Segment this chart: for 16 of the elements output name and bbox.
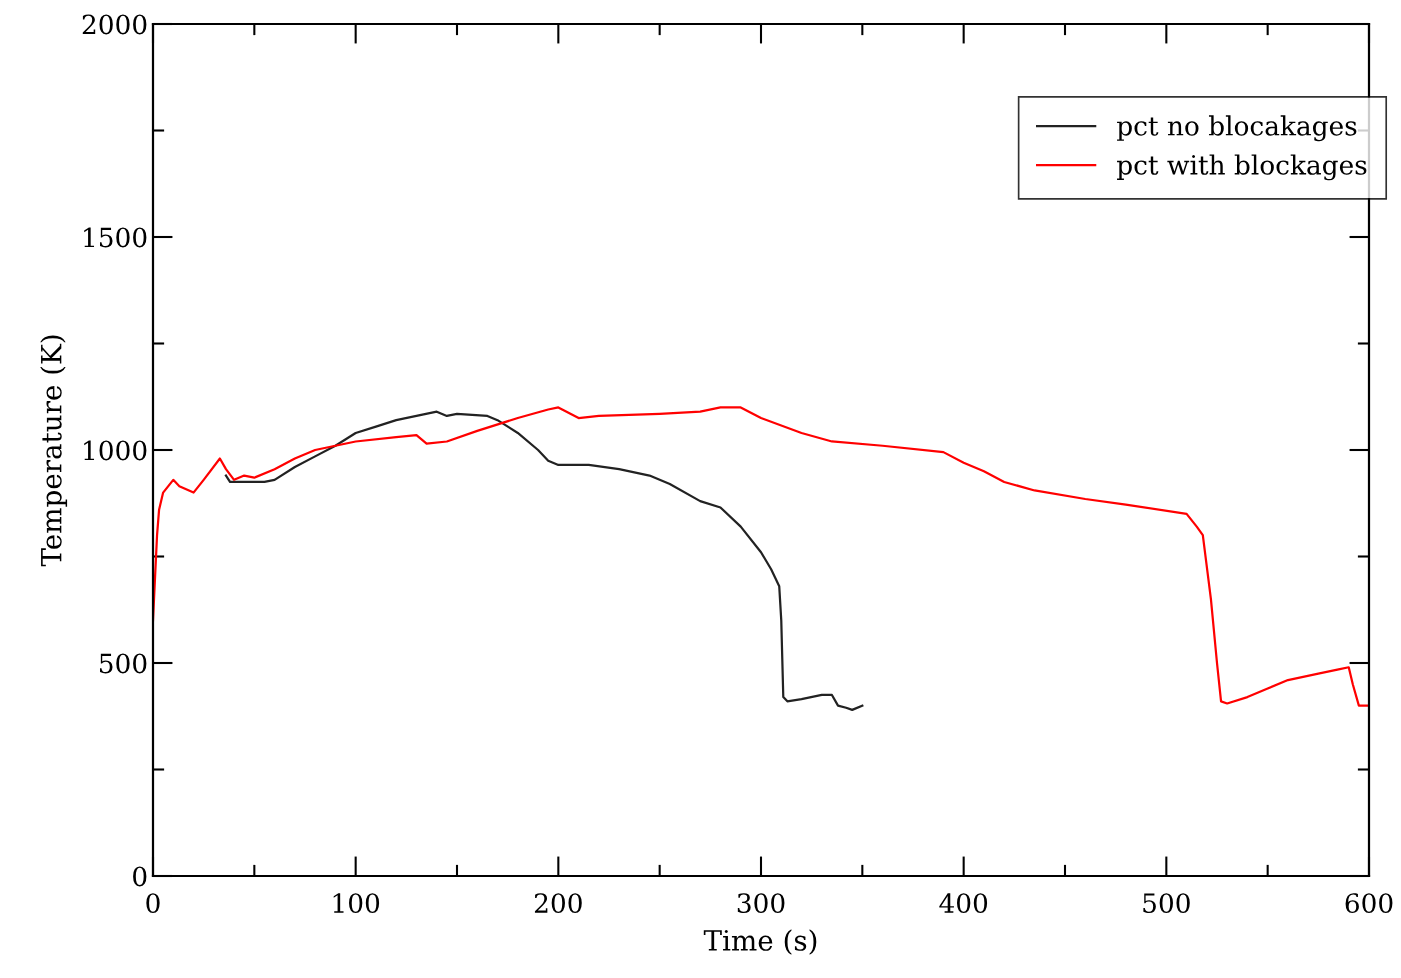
x-tick-label: 300 [737,893,785,914]
y-tick-label: 500 [100,653,147,674]
x-tick-label: 200 [534,893,582,914]
legend-label: pct with blockages [1117,154,1367,181]
y-tick-label: 0 [133,866,147,887]
y-axis-title: Temperature (K) [40,335,68,567]
x-axis-title: Time (s) [703,929,817,955]
x-tick-label: 0 [146,893,160,914]
x-tick-label: 400 [939,893,988,914]
legend-label: pct no blocakages [1117,115,1357,142]
x-tick-label: 500 [1143,893,1190,914]
x-tick-label: 600 [1345,893,1393,914]
y-tick-label: 1500 [84,227,147,248]
y-tick-label: 1000 [84,440,147,461]
x-tick-label: 100 [333,893,380,914]
y-tick-label: 2000 [82,14,147,35]
